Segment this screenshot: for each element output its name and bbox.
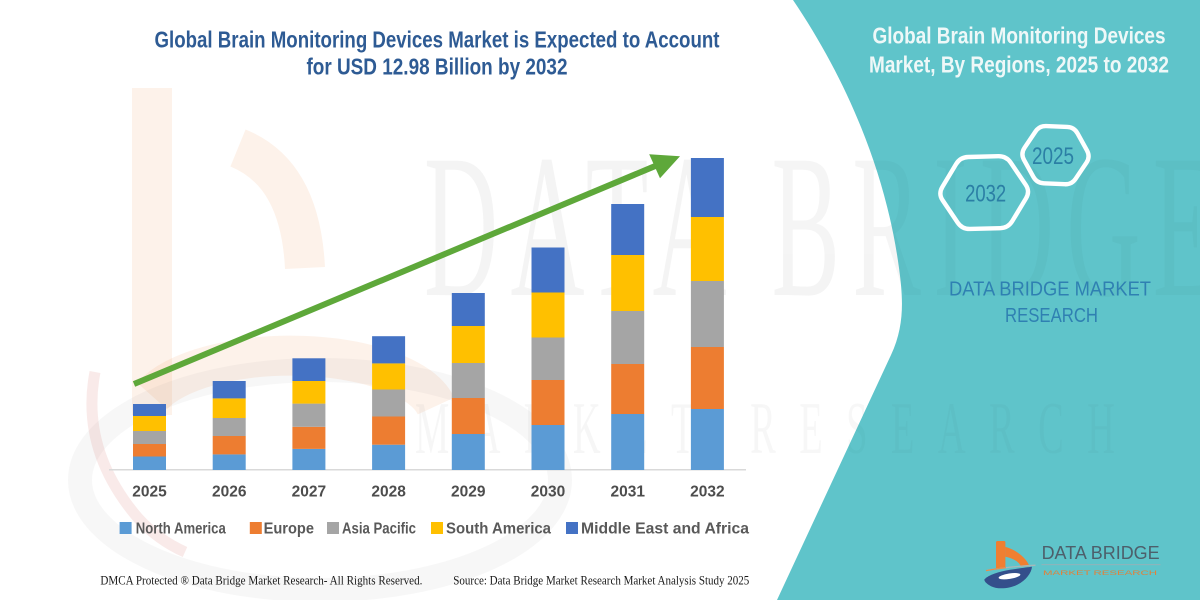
svg-text:2032: 2032 — [690, 484, 724, 501]
svg-text:South America: South America — [446, 521, 551, 538]
svg-text:2027: 2027 — [292, 484, 326, 501]
svg-text:DATA BRIDGE MARKET: DATA BRIDGE MARKET — [949, 278, 1151, 301]
svg-text:2031: 2031 — [610, 484, 645, 501]
svg-text:Market, By Regions, 2025 to 20: Market, By Regions, 2025 to 2032 — [869, 52, 1169, 78]
svg-text:MARKET RESEARCH: MARKET RESEARCH — [415, 387, 1138, 470]
svg-text:2026: 2026 — [212, 484, 247, 501]
svg-text:Global Brain Monitoring Device: Global Brain Monitoring Devices — [873, 23, 1166, 49]
svg-text:2028: 2028 — [371, 484, 406, 501]
svg-text:Source: Data Bridge Market Res: Source: Data Bridge Market Research Mark… — [453, 574, 749, 588]
svg-text:Global Brain Monitoring Device: Global Brain Monitoring Devices Market i… — [155, 27, 720, 53]
svg-text:2025: 2025 — [1032, 143, 1074, 170]
svg-text:2032: 2032 — [965, 181, 1006, 208]
svg-text:MARKET RESEARCH: MARKET RESEARCH — [1043, 570, 1158, 577]
svg-text:DMCA Protected ® Data Bridge M: DMCA Protected ® Data Bridge Market Rese… — [100, 574, 422, 588]
svg-text:Middle East and Africa: Middle East and Africa — [581, 521, 749, 538]
svg-text:2025: 2025 — [132, 484, 167, 501]
svg-text:2030: 2030 — [531, 484, 565, 501]
svg-text:for USD 12.98 Billion by 2032: for USD 12.98 Billion by 2032 — [307, 54, 568, 80]
svg-text:2029: 2029 — [451, 484, 486, 501]
svg-text:Europe: Europe — [264, 521, 315, 538]
svg-text:Asia Pacific: Asia Pacific — [342, 521, 416, 538]
svg-text:North America: North America — [136, 521, 226, 538]
svg-text:RESEARCH: RESEARCH — [1005, 304, 1098, 327]
svg-text:DATA BRIDGE: DATA BRIDGE — [1042, 543, 1160, 563]
